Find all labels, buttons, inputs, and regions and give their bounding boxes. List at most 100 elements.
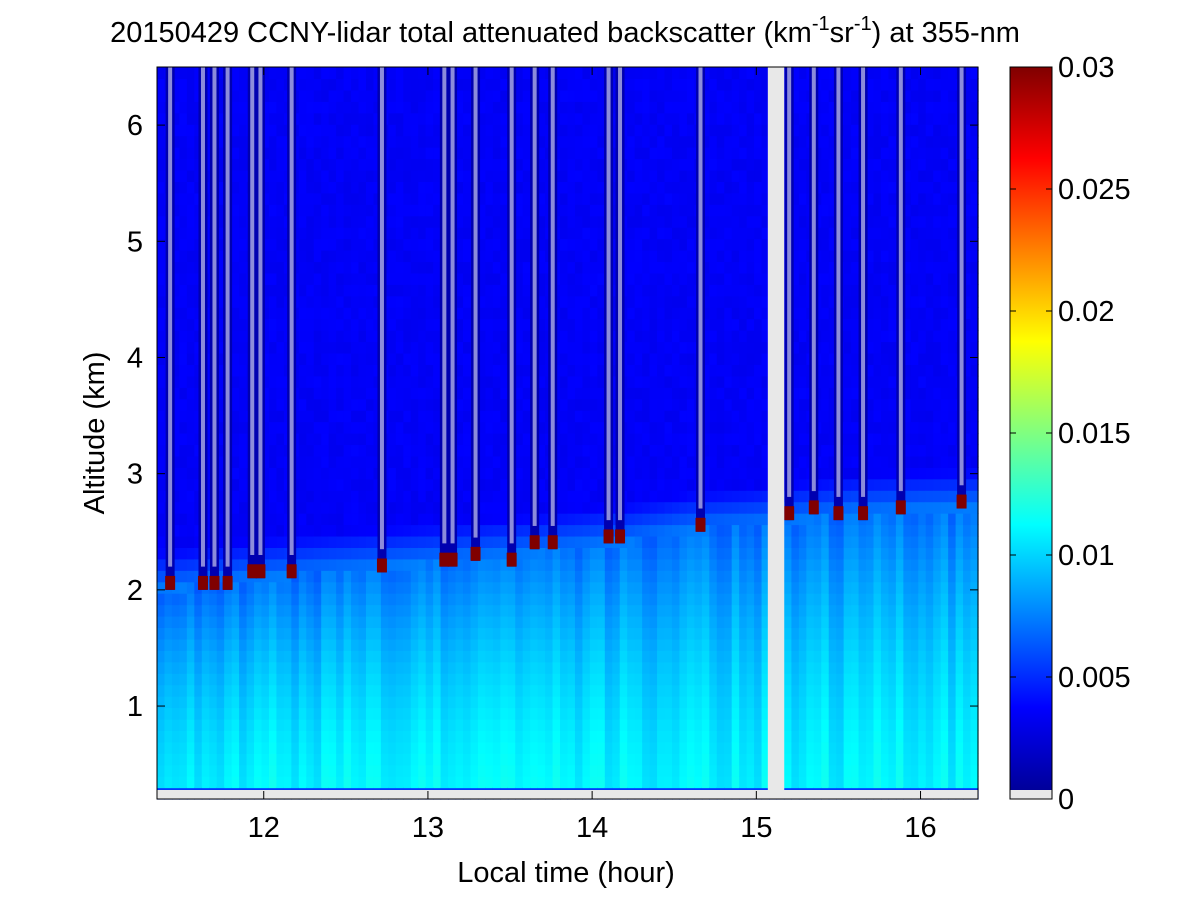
heatmap-cell	[298, 673, 307, 686]
heatmap-cell	[679, 410, 688, 423]
heatmap-cell	[701, 67, 710, 80]
heatmap-cell	[246, 638, 255, 651]
heatmap-cell	[358, 638, 367, 651]
heatmap-cell	[485, 524, 494, 537]
heatmap-cell	[582, 78, 591, 91]
heatmap-cell	[403, 707, 412, 720]
heatmap-cell	[239, 101, 248, 114]
heatmap-cell	[582, 433, 591, 446]
heatmap-cell	[657, 410, 666, 423]
heatmap-cell	[642, 204, 651, 217]
heatmap-cell	[716, 250, 725, 263]
heatmap-cell	[582, 558, 591, 571]
heatmap-cell	[582, 753, 591, 766]
heatmap-cell	[298, 67, 307, 80]
heatmap-cell	[709, 627, 718, 640]
heatmap-cell	[306, 295, 315, 308]
heatmap-cell	[477, 524, 487, 537]
heatmap-cell	[231, 215, 240, 228]
heatmap-cell	[492, 204, 501, 217]
heatmap-cell	[455, 421, 464, 434]
heatmap-cell	[313, 524, 322, 537]
heatmap-cell	[604, 616, 613, 629]
heatmap-cell	[500, 261, 509, 274]
heatmap-cell	[649, 478, 658, 491]
heatmap-cell	[515, 307, 524, 320]
heatmap-cell	[686, 272, 695, 285]
heatmap-cell	[321, 490, 330, 503]
heatmap-cell	[306, 707, 315, 720]
heatmap-cell	[560, 718, 569, 731]
heatmap-cell	[574, 341, 584, 354]
heatmap-cell	[321, 764, 330, 777]
heatmap-cell	[388, 135, 397, 148]
heatmap-cell	[634, 89, 643, 102]
heatmap-cell	[179, 410, 188, 423]
heatmap-cell	[515, 341, 524, 354]
heatmap-cell	[224, 604, 233, 617]
heatmap-cell	[157, 593, 166, 606]
heatmap-cell	[268, 124, 278, 137]
heatmap-cell	[425, 78, 434, 91]
heatmap-cell	[686, 627, 695, 640]
heatmap-cell	[589, 776, 598, 789]
heatmap-cell	[313, 547, 322, 560]
heatmap-cell	[522, 169, 531, 182]
heatmap-cell	[560, 89, 569, 102]
heatmap-cell	[463, 238, 472, 251]
heatmap-cell	[216, 707, 225, 720]
heatmap-cell	[194, 478, 203, 491]
heatmap-cell	[298, 330, 307, 343]
heatmap-cell	[209, 638, 218, 651]
heatmap-cell	[686, 147, 695, 160]
heatmap-cell	[574, 284, 584, 297]
heatmap-cell	[709, 89, 718, 102]
heatmap-cell	[649, 261, 658, 274]
heatmap-cell	[246, 764, 255, 777]
heatmap-cell	[537, 181, 546, 194]
heatmap-cell	[268, 444, 278, 457]
heatmap-cell	[336, 547, 345, 560]
heatmap-cell	[537, 753, 546, 766]
heatmap-cell	[649, 444, 658, 457]
heatmap-cell	[597, 741, 606, 754]
heatmap-cell	[470, 638, 479, 651]
heatmap-cell	[433, 398, 442, 411]
heatmap-cell	[410, 421, 419, 434]
heatmap-cell	[395, 192, 404, 205]
heatmap-cell	[171, 261, 180, 274]
heatmap-cell	[463, 261, 472, 274]
heatmap-cell	[306, 673, 315, 686]
heatmap-cell	[507, 764, 516, 777]
heatmap-cell	[522, 558, 531, 571]
heatmap-cell	[313, 101, 322, 114]
heatmap-cell	[485, 478, 494, 491]
heatmap-cell	[649, 741, 658, 754]
heatmap-cell	[716, 547, 725, 560]
heatmap-cell	[209, 776, 218, 789]
heatmap-cell	[403, 387, 412, 400]
heatmap-cell	[597, 673, 606, 686]
heatmap-cell	[268, 158, 278, 171]
heatmap-cell	[388, 78, 397, 91]
heatmap-cell	[418, 307, 427, 320]
heatmap-cell	[649, 250, 658, 263]
heatmap-cell	[395, 215, 404, 228]
heatmap-cell	[380, 593, 389, 606]
heatmap-cell	[261, 558, 270, 571]
heatmap-cell	[261, 570, 270, 583]
heatmap-cell	[470, 764, 479, 777]
heatmap-cell	[537, 490, 546, 503]
heatmap-cell	[268, 650, 278, 663]
heatmap-cell	[492, 455, 501, 468]
heatmap-cell	[492, 295, 501, 308]
heatmap-cell	[186, 741, 195, 754]
heatmap-cell	[321, 101, 330, 114]
heatmap-cell	[171, 741, 180, 754]
heatmap-cell	[537, 776, 546, 789]
heatmap-cell	[492, 101, 501, 114]
heatmap-cell	[485, 181, 494, 194]
heatmap-cell	[560, 341, 569, 354]
heatmap-cell	[582, 616, 591, 629]
heatmap-cell	[276, 352, 285, 365]
